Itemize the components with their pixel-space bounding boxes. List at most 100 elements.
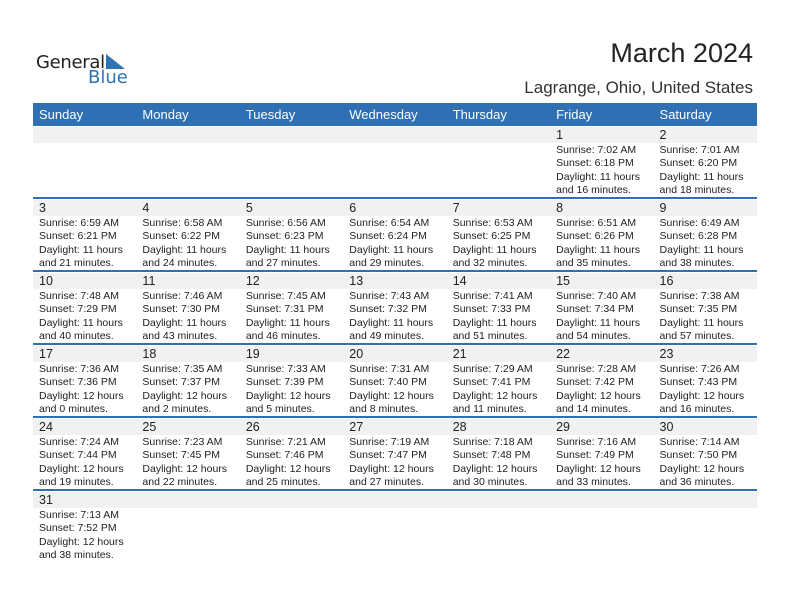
daylight-minutes-text: and 29 minutes. xyxy=(349,257,424,270)
logo: General Blue xyxy=(36,52,128,88)
daylight-text: Daylight: 12 hours xyxy=(452,462,538,475)
daylight-minutes-text: and 25 minutes. xyxy=(245,476,321,489)
daylight-text: Daylight: 12 hours xyxy=(142,462,228,475)
daylight-minutes-text: and 27 minutes. xyxy=(349,476,424,489)
sunset-text: Sunset: 7:52 PM xyxy=(39,522,117,535)
day-cell: 14 Sunrise: 7:41 AM Sunset: 7:33 PM Dayligh… xyxy=(447,272,550,343)
sunrise-text: Sunrise: 6:58 AM xyxy=(142,217,223,229)
daylight-minutes-text: and 40 minutes. xyxy=(39,330,114,343)
daylight-text: Daylight: 12 hours xyxy=(659,389,745,402)
day-cell: 18 Sunrise: 7:35 AM Sunset: 7:37 PM Dayligh… xyxy=(136,345,239,416)
daylight-minutes-text: and 32 minutes. xyxy=(452,257,528,270)
sunrise-text: Sunrise: 6:59 AM xyxy=(39,217,119,229)
daylight-text: Daylight: 12 hours xyxy=(245,389,331,402)
day-cell: 20 Sunrise: 7:31 AM Sunset: 7:40 PM Dayligh… xyxy=(343,345,446,416)
day-cell: 9 Sunrise: 6:49 AM Sunset: 6:28 PM Daylight… xyxy=(654,199,757,270)
empty-cell xyxy=(447,126,550,197)
daylight-text: Daylight: 12 hours xyxy=(349,389,434,402)
sunset-text: Sunset: 6:26 PM xyxy=(556,230,634,243)
sunrise-text: Sunrise: 7:16 AM xyxy=(556,436,637,448)
sunset-text: Sunset: 7:37 PM xyxy=(142,376,221,389)
daylight-text: Daylight: 11 hours xyxy=(452,243,537,256)
sunrise-text: Sunrise: 7:14 AM xyxy=(659,436,740,448)
day-number: 30 xyxy=(659,420,674,434)
daylight-minutes-text: and 30 minutes. xyxy=(452,476,528,489)
day-number: 27 xyxy=(349,420,364,434)
sunset-text: Sunset: 6:24 PM xyxy=(349,230,427,243)
page-title: March 2024 xyxy=(610,38,753,68)
sunrise-text: Sunrise: 7:19 AM xyxy=(349,436,430,448)
daylight-minutes-text: and 38 minutes. xyxy=(659,257,735,270)
sunset-text: Sunset: 7:29 PM xyxy=(39,303,117,316)
daylight-text: Daylight: 11 hours xyxy=(556,316,640,329)
day-number-band xyxy=(33,346,757,362)
sunset-text: Sunset: 7:33 PM xyxy=(452,303,531,316)
daylight-minutes-text: and 11 minutes. xyxy=(452,403,527,416)
day-cell: 7 Sunrise: 6:53 AM Sunset: 6:25 PM Daylight… xyxy=(447,199,550,270)
sunset-text: Sunset: 6:20 PM xyxy=(659,157,738,170)
day-number: 13 xyxy=(349,274,364,288)
sunrise-text: Sunrise: 7:33 AM xyxy=(245,363,326,375)
day-number: 16 xyxy=(659,274,674,288)
day-cell: 28 Sunrise: 7:18 AM Sunset: 7:48 PM Dayligh… xyxy=(447,418,550,489)
sunset-text: Sunset: 7:32 PM xyxy=(349,303,427,316)
weekday-friday: Friday xyxy=(556,107,593,122)
sunrise-text: Sunrise: 7:24 AM xyxy=(39,436,119,448)
daylight-minutes-text: and 33 minutes. xyxy=(556,476,631,489)
daylight-text: Daylight: 11 hours xyxy=(142,243,227,256)
daylight-text: Daylight: 12 hours xyxy=(556,462,641,475)
daylight-text: Daylight: 11 hours xyxy=(39,316,123,329)
sunset-text: Sunset: 7:48 PM xyxy=(452,449,531,462)
daylight-text: Daylight: 11 hours xyxy=(452,316,537,329)
sunset-text: Sunset: 7:30 PM xyxy=(142,303,221,316)
sunrise-text: Sunrise: 7:01 AM xyxy=(659,144,740,156)
daylight-minutes-text: and 27 minutes. xyxy=(245,257,321,270)
sunrise-text: Sunrise: 7:36 AM xyxy=(39,363,119,375)
sunrise-text: Sunrise: 7:29 AM xyxy=(452,363,533,375)
sunrise-text: Sunrise: 7:23 AM xyxy=(142,436,223,448)
sunrise-text: Sunrise: 6:56 AM xyxy=(245,217,326,229)
daylight-text: Daylight: 12 hours xyxy=(659,462,745,475)
weekday-header: Sunday Monday Tuesday Wednesday Thursday Frid… xyxy=(33,103,757,126)
daylight-minutes-text: and 43 minutes. xyxy=(142,330,218,343)
sunset-text: Sunset: 7:42 PM xyxy=(556,376,634,389)
day-cell: 30 Sunrise: 7:14 AM Sunset: 7:50 PM Dayligh… xyxy=(654,418,757,489)
day-cell: 31 Sunrise: 7:13 AM Sunset: 7:52 PM Dayligh… xyxy=(33,491,136,562)
weekday-sunday: Sunday xyxy=(39,107,84,122)
day-number: 18 xyxy=(142,347,157,361)
day-number: 1 xyxy=(556,128,564,142)
sunset-text: Sunset: 7:47 PM xyxy=(349,449,427,462)
sunrise-text: Sunrise: 7:02 AM xyxy=(556,144,637,156)
day-cell: 29 Sunrise: 7:16 AM Sunset: 7:49 PM Dayligh… xyxy=(550,418,653,489)
daylight-text: Daylight: 12 hours xyxy=(142,389,228,402)
daylight-minutes-text: and 57 minutes. xyxy=(659,330,735,343)
weekday-monday: Monday xyxy=(142,107,189,122)
daylight-minutes-text: and 18 minutes. xyxy=(659,184,735,197)
day-number: 8 xyxy=(556,201,564,215)
daylight-text: Daylight: 11 hours xyxy=(349,243,434,256)
weekday-saturday: Saturday xyxy=(659,107,712,122)
week-row: 24 Sunrise: 7:24 AM Sunset: 7:44 PM Dayligh… xyxy=(33,418,757,491)
calendar-grid: Sunday Monday Tuesday Wednesday Thursday Frid… xyxy=(33,103,757,562)
day-cell: 21 Sunrise: 7:29 AM Sunset: 7:41 PM Dayligh… xyxy=(447,345,550,416)
week-row: 31 Sunrise: 7:13 AM Sunset: 7:52 PM Dayligh… xyxy=(33,491,757,562)
sunrise-text: Sunrise: 7:13 AM xyxy=(39,509,119,521)
day-cell: 19 Sunrise: 7:33 AM Sunset: 7:39 PM Dayligh… xyxy=(240,345,343,416)
week-row: 1 Sunrise: 7:02 AM Sunset: 6:18 PM Daylight… xyxy=(33,126,757,199)
sunset-text: Sunset: 6:18 PM xyxy=(556,157,634,170)
day-number: 31 xyxy=(39,493,53,507)
sunset-text: Sunset: 7:39 PM xyxy=(245,376,324,389)
week-row: 17 Sunrise: 7:36 AM Sunset: 7:36 PM Dayligh… xyxy=(33,345,757,418)
daylight-minutes-text: and 8 minutes. xyxy=(349,403,419,416)
sunrise-text: Sunrise: 7:35 AM xyxy=(142,363,223,375)
daylight-text: Daylight: 11 hours xyxy=(556,170,640,183)
daylight-minutes-text: and 46 minutes. xyxy=(245,330,321,343)
daylight-text: Daylight: 12 hours xyxy=(39,389,124,402)
day-cell: 2 Sunrise: 7:01 AM Sunset: 6:20 PM Daylight… xyxy=(654,126,757,197)
daylight-text: Daylight: 12 hours xyxy=(39,462,124,475)
sunrise-text: Sunrise: 7:48 AM xyxy=(39,290,119,302)
location: Lagrange, Ohio, United States xyxy=(524,78,753,97)
daylight-text: Daylight: 12 hours xyxy=(556,389,641,402)
logo-blue: Blue xyxy=(88,67,128,88)
daylight-minutes-text: and 36 minutes. xyxy=(659,476,735,489)
